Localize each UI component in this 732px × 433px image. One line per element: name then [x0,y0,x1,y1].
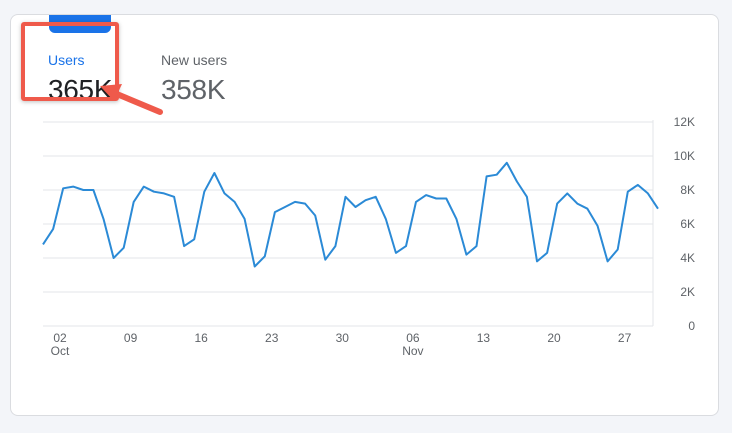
users-overview-card: Users 365K New users 358K 12K 10K 8K 6K 4K 2K… [10,14,719,416]
x-tick-label: 20 [547,331,561,345]
y-tick-label: 8K [680,183,695,197]
users-line-chart: 12K 10K 8K 6K 4K 2K 0 02 09 16 23 30 06 13 20 27 Oct Nov [42,115,695,358]
y-tick-label: 12K [674,115,695,129]
new-users-metric-value: 358K [161,74,226,105]
users-series-line [42,161,659,268]
new-users-metric-label: New users [161,52,228,68]
annotation-highlight-box [21,22,119,101]
y-tick-label: 6K [680,217,695,231]
y-tick-label: 0 [688,319,695,333]
x-tick-label: 30 [336,331,350,345]
x-tick-label: 06 [406,331,420,345]
x-month-label: Nov [402,344,423,358]
y-tick-label: 2K [680,285,695,299]
x-tick-label: 23 [265,331,279,345]
x-tick-label: 27 [618,331,632,345]
new-users-metric-tab[interactable]: New users 358K [161,52,227,106]
users-metric-label: Users [48,52,85,68]
y-tick-label: 10K [674,149,695,163]
x-tick-label: 02 [53,331,67,345]
x-tick-label: 09 [124,331,138,345]
x-month-label: Oct [51,344,70,358]
x-tick-label: 13 [477,331,491,345]
x-tick-label: 16 [194,331,208,345]
y-tick-label: 4K [680,251,695,265]
